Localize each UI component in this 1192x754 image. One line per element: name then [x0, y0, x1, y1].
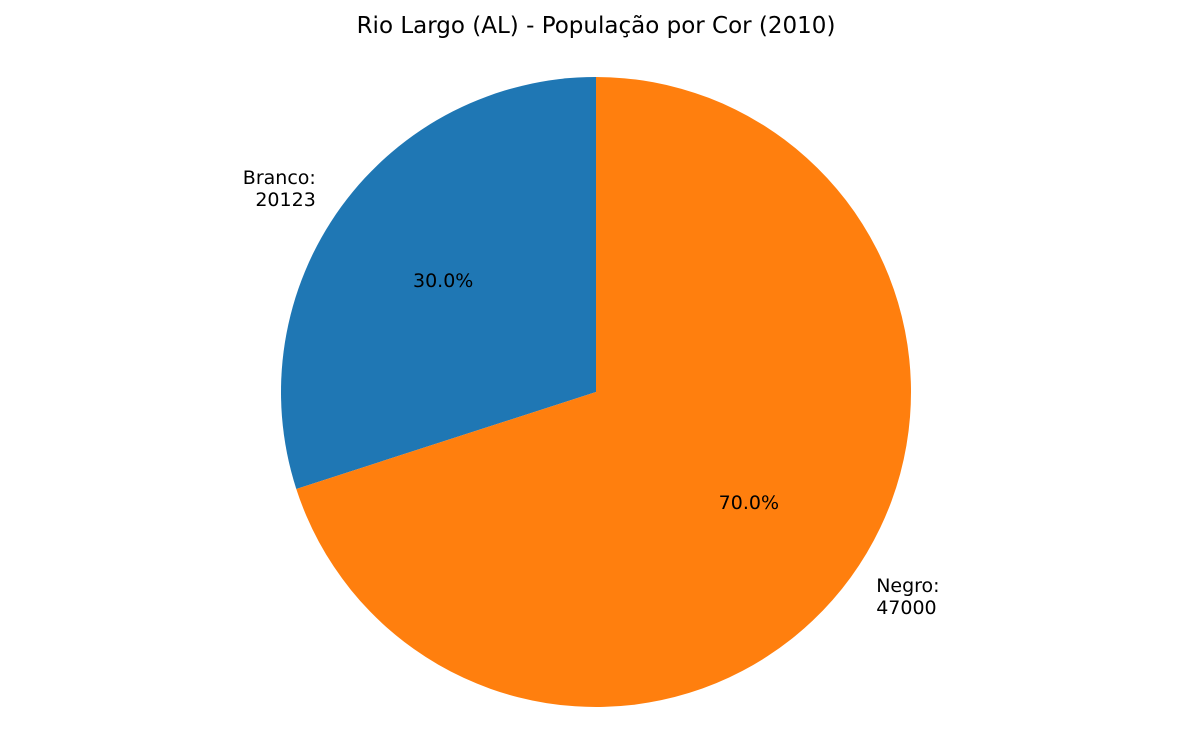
pie-slice-branco	[280, 77, 596, 489]
percent-label-negro: 70.0%	[719, 492, 779, 514]
slice-label-branco: Branco: 20123	[243, 167, 316, 211]
pie-labels: 30.0% Branco: 20123 70.0% Negro: 47000	[243, 167, 940, 619]
pie-slices	[280, 77, 911, 707]
slice-label-negro: Negro: 47000	[876, 575, 939, 619]
slice-label-line: Negro:	[876, 575, 939, 597]
slice-label-line: 47000	[876, 597, 936, 619]
chart-title: Rio Largo (AL) - População por Cor (2010…	[357, 13, 836, 39]
pie-slice-negro	[296, 77, 911, 707]
slice-label-line: 20123	[255, 189, 315, 211]
percent-label-branco: 30.0%	[413, 270, 473, 292]
slice-label-line: Branco:	[243, 167, 316, 189]
